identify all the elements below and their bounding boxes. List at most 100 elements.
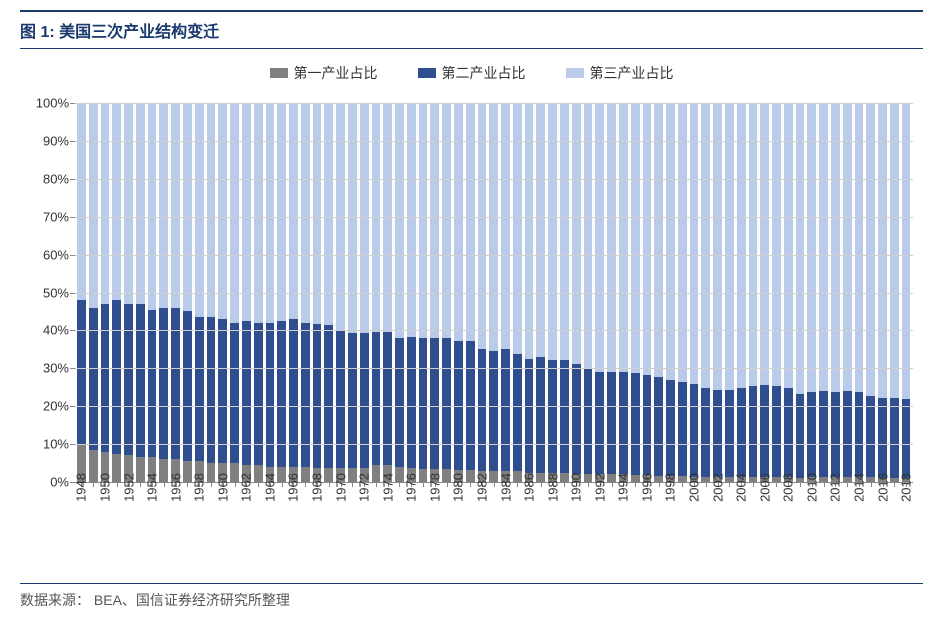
bar-seg-tertiary xyxy=(572,103,581,364)
bar-seg-tertiary xyxy=(760,103,769,385)
y-tick-label: 100% xyxy=(27,96,69,111)
bar-seg-secondary xyxy=(784,388,793,477)
bar-seg-tertiary xyxy=(301,103,310,323)
bar-seg-primary xyxy=(136,457,145,482)
bar-seg-primary xyxy=(112,454,121,482)
y-tick-label: 40% xyxy=(27,323,69,338)
bar-seg-primary xyxy=(348,468,357,482)
legend-item: 第一产业占比 xyxy=(270,63,378,83)
y-tick-label: 90% xyxy=(27,133,69,148)
bar-seg-secondary xyxy=(878,398,887,478)
x-tick-mark xyxy=(871,482,872,487)
y-tick-label: 0% xyxy=(27,475,69,490)
x-tick-mark xyxy=(282,482,283,487)
bar-seg-secondary xyxy=(101,304,110,452)
y-tick-mark xyxy=(70,293,75,294)
x-tick-label: 1972 xyxy=(357,473,372,502)
bar-seg-secondary xyxy=(336,331,345,467)
x-tick-label: 1966 xyxy=(286,473,301,502)
bar-seg-secondary xyxy=(430,338,439,469)
y-tick-label: 10% xyxy=(27,437,69,452)
bar-seg-secondary xyxy=(902,399,911,479)
bar-seg-tertiary xyxy=(395,103,404,338)
bar-seg-tertiary xyxy=(313,103,322,324)
x-tick-mark xyxy=(894,482,895,487)
bar-seg-secondary xyxy=(643,375,652,475)
x-tick-mark xyxy=(258,482,259,487)
bar-seg-secondary xyxy=(713,390,722,477)
y-tick-mark xyxy=(70,406,75,407)
figure-container: 图 1: 美国三次产业结构变迁 第一产业占比第二产业占比第三产业占比 19481… xyxy=(0,0,943,620)
x-tick-label: 1960 xyxy=(215,473,230,502)
y-tick-label: 80% xyxy=(27,171,69,186)
grid-line xyxy=(75,406,913,407)
bar-seg-tertiary xyxy=(713,103,722,390)
bar-seg-secondary xyxy=(654,377,663,476)
bar-seg-tertiary xyxy=(843,103,852,391)
bar-seg-tertiary xyxy=(442,103,451,338)
bar-seg-tertiary xyxy=(89,103,98,308)
bar-seg-tertiary xyxy=(595,103,604,372)
x-tick-label: 2008 xyxy=(781,473,796,502)
x-tick-label: 1984 xyxy=(498,473,513,502)
bar-seg-secondary xyxy=(218,319,227,463)
grid-line xyxy=(75,179,913,180)
x-tick-mark xyxy=(659,482,660,487)
bar-seg-tertiary xyxy=(855,103,864,392)
bar-seg-primary xyxy=(631,475,640,482)
bar-seg-secondary xyxy=(678,382,687,477)
bar-seg-tertiary xyxy=(749,103,758,386)
bar-seg-secondary xyxy=(419,338,428,469)
bar-seg-primary xyxy=(324,468,333,482)
bar-seg-primary xyxy=(584,474,593,482)
legend: 第一产业占比第二产业占比第三产业占比 xyxy=(20,57,923,93)
bar-seg-secondary xyxy=(749,386,758,477)
grid-line xyxy=(75,330,913,331)
x-tick-mark xyxy=(517,482,518,487)
bar-seg-secondary xyxy=(831,392,840,477)
x-tick-mark xyxy=(588,482,589,487)
x-tick-mark xyxy=(494,482,495,487)
x-tick-label: 1964 xyxy=(262,473,277,502)
grid-line xyxy=(75,368,913,369)
y-tick-label: 30% xyxy=(27,361,69,376)
bar-seg-tertiary xyxy=(807,103,816,392)
bar-seg-secondary xyxy=(725,390,734,477)
y-tick-label: 20% xyxy=(27,399,69,414)
x-tick-mark xyxy=(399,482,400,487)
bar-seg-tertiary xyxy=(183,103,192,311)
bar-seg-tertiary xyxy=(195,103,204,317)
bar-seg-secondary xyxy=(207,317,216,463)
y-tick-mark xyxy=(70,482,75,483)
x-tick-label: 1970 xyxy=(333,473,348,502)
bar-seg-secondary xyxy=(843,391,852,476)
bar-seg-secondary xyxy=(819,391,828,476)
bar-seg-secondary xyxy=(301,323,310,467)
bar-seg-secondary xyxy=(442,338,451,469)
bar-seg-tertiary xyxy=(360,103,369,333)
bar-seg-tertiary xyxy=(136,103,145,304)
x-tick-label: 1982 xyxy=(474,473,489,502)
x-tick-label: 1986 xyxy=(522,473,537,502)
bar-seg-secondary xyxy=(690,384,699,477)
grid-line xyxy=(75,141,913,142)
legend-label: 第二产业占比 xyxy=(442,63,526,83)
bar-seg-tertiary xyxy=(584,103,593,368)
x-tick-label: 1996 xyxy=(639,473,654,502)
title-prefix: 图 1: xyxy=(20,24,55,41)
x-tick-label: 1994 xyxy=(616,473,631,502)
bar-seg-tertiary xyxy=(866,103,875,396)
x-tick-label: 2014 xyxy=(851,473,866,502)
bar-seg-tertiary xyxy=(831,103,840,392)
bar-seg-secondary xyxy=(148,310,157,458)
x-tick-label: 1954 xyxy=(145,473,160,502)
bar-seg-tertiary xyxy=(643,103,652,375)
x-tick-label: 1992 xyxy=(592,473,607,502)
bar-seg-tertiary xyxy=(171,103,180,308)
grid-line xyxy=(75,217,913,218)
y-tick-mark xyxy=(70,141,75,142)
x-tick-mark xyxy=(329,482,330,487)
bar-seg-primary xyxy=(301,467,310,482)
x-tick-mark xyxy=(352,482,353,487)
bar-seg-secondary xyxy=(560,360,569,474)
